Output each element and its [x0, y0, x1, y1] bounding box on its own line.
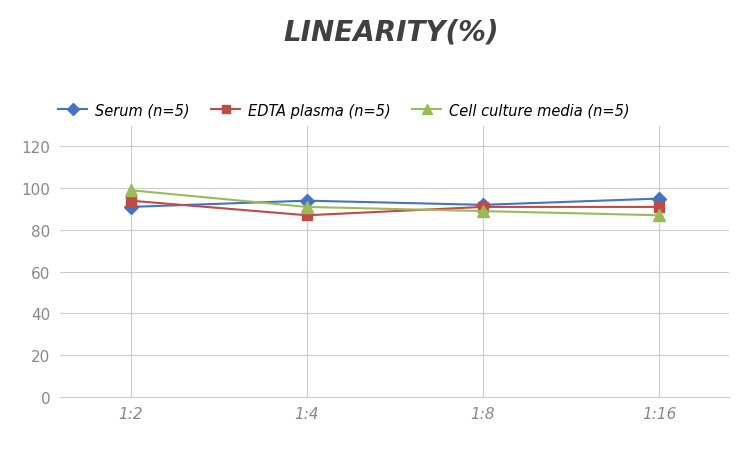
Cell culture media (n=5): [302, 205, 311, 210]
Cell culture media (n=5): [478, 209, 487, 214]
Line: EDTA plasma (n=5): EDTA plasma (n=5): [126, 196, 664, 221]
EDTA plasma (n=5): [478, 205, 487, 210]
EDTA plasma (n=5): [302, 213, 311, 218]
EDTA plasma (n=5): [654, 205, 663, 210]
Cell culture media (n=5): [126, 188, 135, 193]
Line: Serum (n=5): Serum (n=5): [126, 194, 664, 212]
Serum (n=5): [126, 205, 135, 210]
Serum (n=5): [302, 198, 311, 204]
Serum (n=5): [654, 197, 663, 202]
Text: LINEARITY(%): LINEARITY(%): [284, 18, 499, 46]
Legend: Serum (n=5), EDTA plasma (n=5), Cell culture media (n=5): Serum (n=5), EDTA plasma (n=5), Cell cul…: [53, 97, 635, 124]
Line: Cell culture media (n=5): Cell culture media (n=5): [125, 185, 665, 221]
Cell culture media (n=5): [654, 213, 663, 218]
EDTA plasma (n=5): [126, 198, 135, 204]
Serum (n=5): [478, 202, 487, 208]
